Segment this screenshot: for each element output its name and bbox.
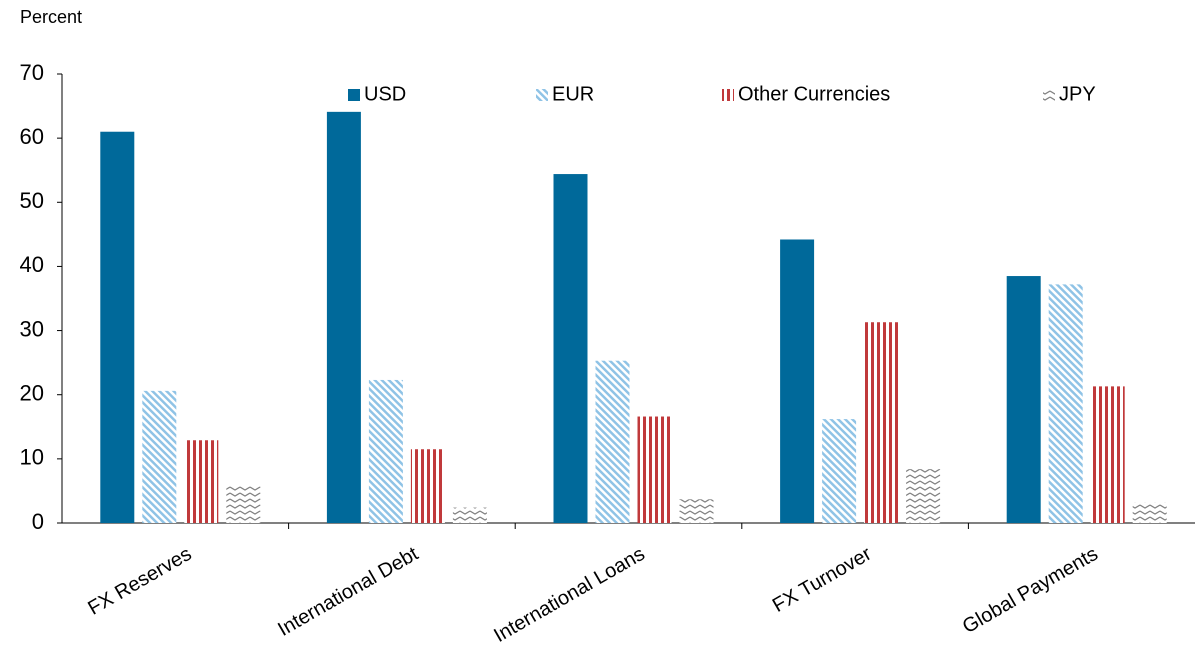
bar [1090,386,1125,523]
x-tick-label: Global Payments [959,543,1102,638]
bar [553,174,588,523]
x-tick-label: International Debt [274,543,422,641]
y-tick-label: 40 [20,252,44,277]
legend-label: JPY [1059,83,1096,105]
bar [1006,276,1041,523]
legend-swatch [722,89,734,101]
bar [1132,502,1167,523]
legend-swatch [348,89,360,101]
bar [864,322,899,523]
x-tick-label: FX Reserves [84,543,195,620]
bar [452,507,487,523]
bar [595,360,630,523]
bar [368,379,403,523]
y-tick-label: 60 [20,124,44,149]
y-tick-label: 10 [20,445,44,470]
legend-label: Other Currencies [738,83,890,105]
y-tick-label: 50 [20,188,44,213]
legend-label: USD [364,83,406,105]
y-tick-label: 0 [32,509,44,534]
y-tick-label: 20 [20,381,44,406]
bar [1048,284,1083,523]
legend-swatch [536,89,548,101]
bar [780,239,815,523]
x-tick-label: FX Turnover [769,543,876,617]
bar [410,449,445,523]
bar [226,485,261,523]
y-axis-label: Percent [20,7,82,27]
bar [637,416,672,523]
x-tick-label: International Loans [490,543,648,647]
y-tick-label: 70 [20,60,44,85]
legend-swatch [1043,89,1055,101]
bar [326,111,361,523]
bar [906,469,941,523]
bar [142,390,177,523]
bar [679,499,714,523]
bar [184,440,219,523]
y-tick-label: 30 [20,316,44,341]
bar [822,419,857,523]
bar [100,131,135,523]
legend-label: EUR [552,83,594,105]
